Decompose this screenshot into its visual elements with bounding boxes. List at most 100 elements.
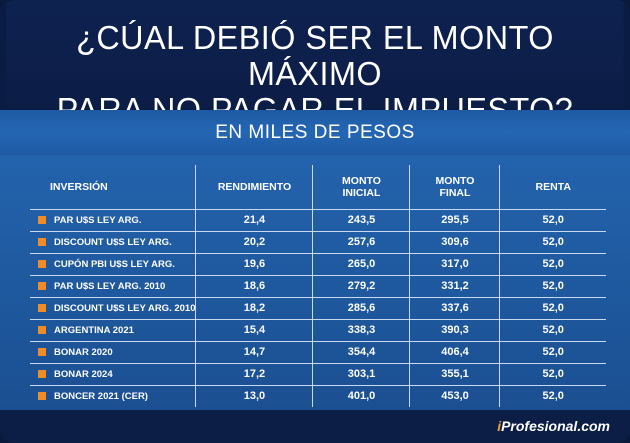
cell-renta-text: 52,0	[542, 214, 564, 226]
cell-inversion-text: CUPÓN PBI U$S LEY ARG.	[54, 258, 175, 270]
cell-monto-inicial: 338,3	[312, 318, 410, 341]
cell-monto-final-text: 331,2	[441, 280, 469, 292]
bullet-square-icon	[38, 259, 46, 268]
cell-renta: 52,0	[499, 296, 606, 319]
bullet-square-icon	[38, 391, 46, 400]
header-monto-final-line-2: FINAL	[439, 186, 471, 199]
header-rendimiento: RENDIMIENTO	[195, 165, 313, 209]
table-header-row: INVERSIÓN RENDIMIENTO MONTO INICIAL MONT…	[30, 165, 606, 209]
cell-monto-final: 453,0	[409, 384, 500, 407]
cell-monto-final-text: 309,6	[441, 236, 469, 248]
bullet-square-icon	[38, 369, 46, 378]
cell-rendimiento-text: 18,6	[243, 280, 266, 292]
bullet-square-icon	[38, 325, 46, 334]
cell-monto-final-text: 390,3	[441, 324, 469, 336]
headline-line-1: ¿CÚAL DEBIÓ SER EL MONTO MÁXIMO	[76, 19, 554, 92]
cell-inversion: DISCOUNT U$S LEY ARG.	[30, 230, 196, 253]
cell-rendimiento-text: 19,6	[243, 258, 266, 270]
cell-monto-final-text: 317,0	[441, 258, 469, 270]
cell-monto-inicial: 285,6	[312, 296, 410, 319]
cell-renta: 52,0	[499, 208, 606, 231]
table-row: PAR U$S LEY ARG. 2010 18,6 279,2 331,2 52,0	[30, 274, 606, 297]
cell-monto-inicial-text: 279,2	[347, 280, 376, 292]
cell-rendimiento: 13,0	[195, 384, 313, 407]
cell-monto-inicial: 401,0	[312, 384, 410, 407]
cell-monto-inicial: 354,4	[312, 340, 410, 363]
bullet-square-icon	[38, 237, 46, 246]
cell-monto-final: 317,0	[409, 252, 500, 275]
cell-monto-final-text: 295,5	[441, 214, 469, 226]
header-inversion: INVERSIÓN	[50, 180, 108, 193]
cell-monto-inicial-text: 354,4	[347, 346, 376, 358]
table-row: CUPÓN PBI U$S LEY ARG. 19,6 265,0 317,0 52,0	[30, 252, 606, 275]
cell-inversion-text: BONAR 2024	[54, 368, 113, 380]
cell-renta-text: 52,0	[542, 324, 564, 336]
cell-monto-final-text: 337,6	[441, 302, 469, 314]
cell-inversion: PAR U$S LEY ARG. 2010	[30, 274, 196, 297]
header-monto-inicial: MONTO INICIAL	[312, 165, 410, 209]
cell-monto-inicial-text: 285,6	[347, 302, 376, 314]
cell-monto-inicial-text: 243,5	[347, 214, 376, 226]
header-monto-final: MONTO FINAL	[409, 165, 500, 209]
cell-inversion: CUPÓN PBI U$S LEY ARG.	[30, 252, 196, 275]
cell-renta-text: 52,0	[542, 346, 564, 358]
cell-monto-final: 331,2	[409, 274, 500, 297]
cell-monto-inicial-text: 401,0	[347, 390, 376, 403]
bullet-square-icon	[38, 281, 46, 290]
cell-monto-final: 390,3	[409, 318, 500, 341]
table-row: ARGENTINA 2021 15,4 338,3 390,3 52,0	[30, 318, 606, 341]
cell-monto-final: 406,4	[409, 340, 500, 363]
cell-rendimiento: 18,6	[195, 274, 313, 297]
cell-inversion-text: BONCER 2021 (CER)	[54, 390, 148, 402]
cell-rendimiento: 20,2	[195, 230, 313, 253]
cell-monto-inicial-text: 303,1	[347, 368, 376, 380]
cell-rendimiento-text: 18,2	[243, 302, 266, 314]
cell-rendimiento-text: 13,0	[243, 390, 266, 403]
header-monto-inicial-line-1: MONTO	[342, 174, 381, 187]
cell-monto-final-text: 406,4	[441, 346, 469, 358]
cell-renta: 52,0	[499, 384, 606, 407]
cell-renta: 52,0	[499, 340, 606, 363]
table-row: DISCOUNT U$S LEY ARG. 20,2 257,6 309,6 52,0	[30, 230, 606, 253]
table-row: BONAR 2024 17,2 303,1 355,1 52,0	[30, 362, 606, 385]
cell-monto-final: 355,1	[409, 362, 500, 385]
cell-monto-final: 337,6	[409, 296, 500, 319]
header-monto-inicial-line-2: INICIAL	[342, 186, 381, 199]
cell-inversion: ARGENTINA 2021	[30, 318, 196, 341]
subtitle-band: EN MILES DE PESOS	[0, 110, 630, 155]
table-row: BONAR 2020 14,7 354,4 406,4 52,0	[30, 340, 606, 363]
cell-monto-inicial: 243,5	[312, 208, 410, 231]
cell-rendimiento: 21,4	[195, 208, 313, 231]
cell-inversion: DISCOUNT U$S LEY ARG. 2010	[30, 296, 196, 319]
header-monto-final-line-1: MONTO	[435, 174, 475, 187]
bullet-square-icon	[38, 215, 46, 224]
cell-renta-text: 52,0	[542, 302, 564, 314]
cell-rendimiento: 19,6	[195, 252, 313, 275]
cell-renta: 52,0	[499, 230, 606, 253]
cell-monto-final: 309,6	[409, 230, 500, 253]
cell-renta: 52,0	[499, 318, 606, 341]
cell-renta: 52,0	[499, 252, 606, 275]
brand-logo-text: Profesional.com	[501, 418, 610, 434]
data-table: INVERSIÓN RENDIMIENTO MONTO INICIAL MONT…	[30, 165, 606, 407]
cell-monto-inicial-text: 265,0	[347, 258, 376, 270]
cell-inversion: BONAR 2020	[30, 340, 196, 363]
cell-monto-inicial-text: 338,3	[347, 324, 376, 336]
cell-rendimiento-text: 20,2	[243, 236, 266, 248]
cell-inversion-text: ARGENTINA 2021	[54, 324, 134, 336]
cell-inversion-text: DISCOUNT U$S LEY ARG. 2010	[54, 302, 196, 314]
cell-renta: 52,0	[499, 362, 606, 385]
bullet-square-icon	[38, 303, 46, 312]
cell-renta-text: 52,0	[542, 236, 564, 248]
cell-inversion-text: PAR U$S LEY ARG. 2010	[54, 280, 166, 292]
cell-monto-inicial: 265,0	[312, 252, 410, 275]
header-renta: RENTA	[499, 165, 606, 209]
cell-monto-inicial: 303,1	[312, 362, 410, 385]
brand-logo: iProfesional.com	[497, 418, 610, 434]
cell-rendimiento: 18,2	[195, 296, 313, 319]
cell-renta-text: 52,0	[542, 258, 564, 270]
cell-renta-text: 52,0	[542, 280, 564, 292]
cell-monto-final-text: 355,1	[441, 368, 469, 380]
cell-rendimiento-text: 21,4	[243, 214, 266, 226]
cell-rendimiento-text: 15,4	[243, 324, 266, 336]
